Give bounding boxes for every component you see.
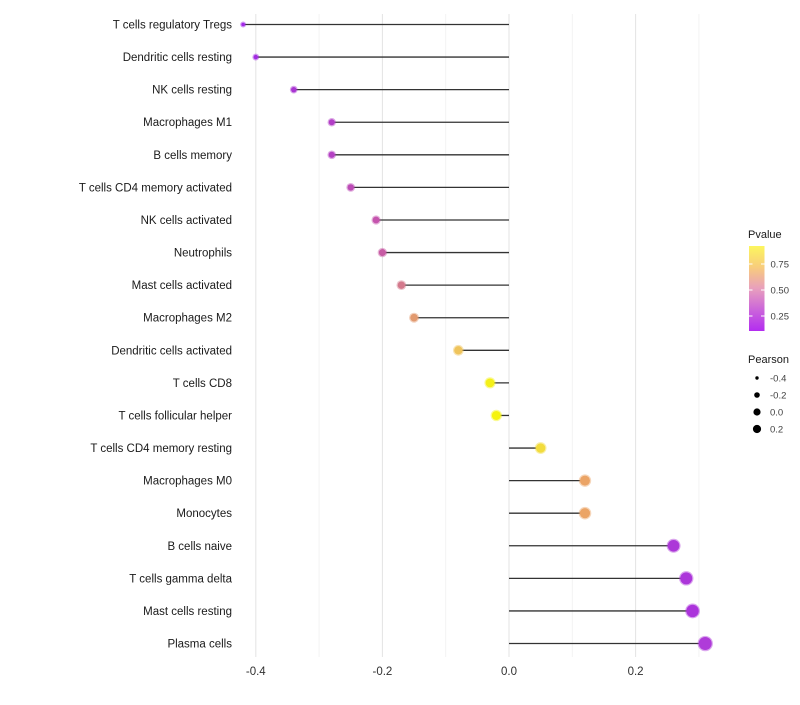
category-label: B cells naive (167, 541, 232, 553)
category-label: Mast cells resting (143, 606, 232, 618)
lollipop-dot (328, 151, 335, 158)
category-label: Macrophages M2 (143, 313, 232, 325)
category-label: NK cells resting (152, 85, 232, 97)
category-label: Neutrophils (174, 248, 232, 260)
category-label: NK cells activated (141, 215, 232, 227)
lollipop-dot (579, 508, 591, 519)
x-axis-tick-label: -0.4 (246, 666, 266, 678)
category-label: Macrophages M0 (143, 476, 232, 488)
lollipop-dot (698, 637, 712, 651)
pvalue-tick-label: 0.75 (771, 260, 790, 271)
category-label: T cells CD4 memory activated (79, 182, 232, 194)
category-label: T cells regulatory Tregs (113, 20, 233, 32)
pearson-size-dot (755, 376, 759, 380)
pvalue-tick-label: 0.50 (771, 286, 790, 297)
lollipop-dot (378, 249, 386, 257)
category-label: T cells gamma delta (129, 573, 232, 585)
lollipop-dot (372, 216, 380, 224)
lollipop-dot (291, 86, 297, 93)
lollipop-dot (410, 313, 418, 322)
lollipop-dot (454, 346, 463, 355)
pearson-size-dot (753, 408, 761, 416)
x-axis-tick-label: 0.2 (628, 666, 644, 678)
category-label: Mast cells activated (132, 280, 232, 292)
category-label: Plasma cells (167, 639, 232, 651)
pvalue-colorbar (749, 246, 765, 331)
lollipop-dot (680, 572, 693, 585)
lollipop-dot (667, 539, 680, 552)
category-label: T cells CD8 (173, 378, 232, 390)
x-axis-tick-label: -0.2 (372, 666, 392, 678)
lollipop-dot (579, 475, 590, 486)
category-label: T cells follicular helper (118, 410, 232, 422)
category-label: Monocytes (176, 508, 232, 520)
pearson-size-dot (754, 392, 760, 398)
pearson-size-label: 0.2 (770, 425, 783, 436)
pearson-size-label: -0.2 (770, 391, 786, 402)
pearson-size-dot (752, 424, 762, 434)
x-axis-tick-label: 0.0 (501, 666, 517, 678)
category-label: Macrophages M1 (143, 117, 232, 129)
lollipop-dot (491, 410, 501, 420)
lollipop-dot (253, 54, 258, 60)
pvalue-legend-title: Pvalue (748, 229, 782, 241)
pvalue-tick-label: 0.25 (771, 312, 790, 323)
lollipop-dot (241, 22, 245, 27)
pearson-legend-title: Pearson (748, 354, 789, 366)
lollipop-dot (397, 281, 406, 289)
pearson-size-label: -0.4 (770, 374, 786, 385)
pearson-size-label: 0.0 (770, 408, 783, 419)
lollipop-dot (686, 604, 699, 618)
category-label: Dendritic cells activated (111, 345, 232, 357)
category-label: T cells CD4 memory resting (90, 443, 232, 455)
lollipop-dot (328, 119, 335, 126)
category-label: Dendritic cells resting (123, 52, 232, 64)
lollipop-dot (535, 443, 546, 453)
lollipop-dot (347, 184, 354, 191)
category-label: B cells memory (153, 150, 232, 162)
lollipop-dot (485, 378, 495, 388)
